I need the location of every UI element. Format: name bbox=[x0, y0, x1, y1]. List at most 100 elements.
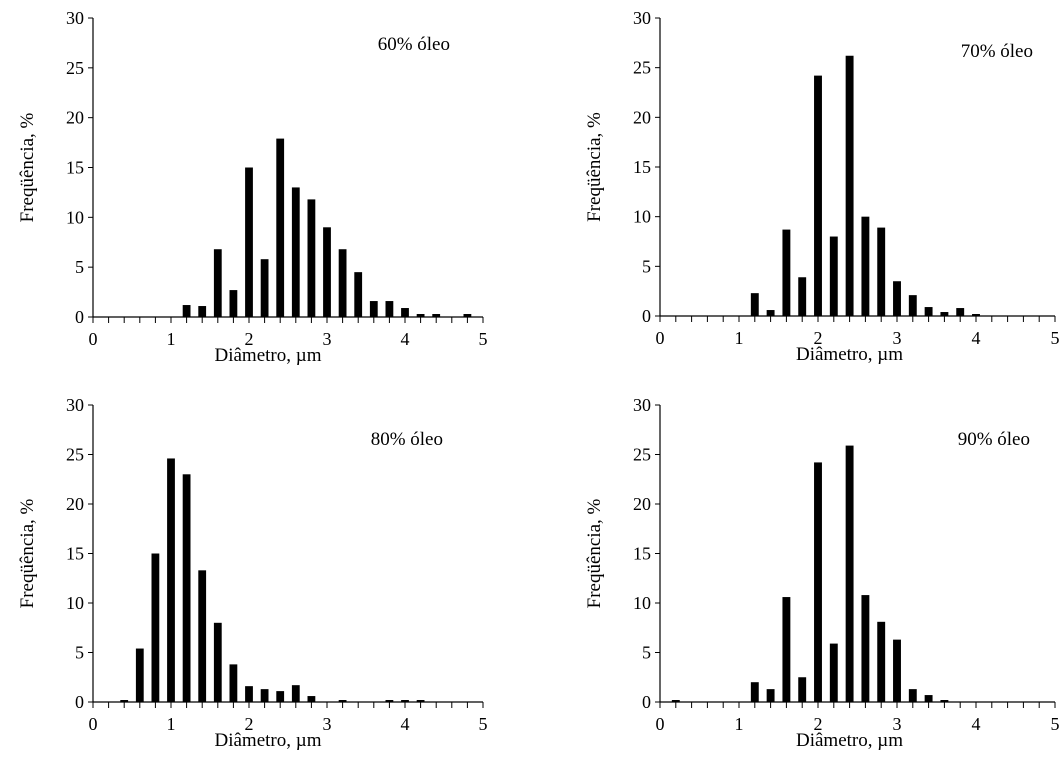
histogram-bar bbox=[276, 138, 285, 317]
y-tick-label: 20 bbox=[66, 108, 84, 128]
histogram-bar bbox=[766, 689, 775, 702]
y-tick-label: 30 bbox=[633, 8, 651, 28]
histogram-bar bbox=[416, 314, 425, 317]
histogram-bar bbox=[182, 305, 191, 317]
y-tick-label: 5 bbox=[75, 643, 84, 663]
y-tick-label: 5 bbox=[75, 257, 84, 277]
y-axis-title: Freqüência, % bbox=[17, 498, 38, 608]
histogram-bar bbox=[229, 664, 238, 702]
y-tick-label: 20 bbox=[633, 107, 651, 127]
x-axis-title: Diâmetro, µm bbox=[796, 344, 903, 365]
x-tick-label: 0 bbox=[89, 329, 98, 349]
y-tick-label: 30 bbox=[633, 395, 651, 415]
x-tick-label: 4 bbox=[401, 329, 410, 349]
y-tick-label: 15 bbox=[633, 544, 651, 564]
histogram-bar bbox=[908, 689, 917, 702]
histogram-bar bbox=[432, 314, 441, 317]
histogram-bar bbox=[845, 55, 854, 316]
histogram-bar bbox=[401, 700, 409, 702]
x-tick-label: 1 bbox=[735, 328, 744, 348]
histogram-bar bbox=[369, 301, 378, 317]
x-tick-label: 2 bbox=[814, 714, 823, 734]
x-tick-label: 1 bbox=[167, 714, 176, 734]
x-tick-label: 2 bbox=[814, 328, 823, 348]
panel-annotation: 60% óleo bbox=[378, 34, 450, 55]
panel-annotation: 90% óleo bbox=[958, 429, 1030, 450]
y-tick-label: 15 bbox=[66, 544, 84, 564]
x-tick-label: 2 bbox=[245, 329, 254, 349]
histogram-bar bbox=[893, 281, 901, 316]
x-tick-label: 3 bbox=[893, 328, 902, 348]
histogram-bar bbox=[307, 199, 316, 317]
y-tick-label: 0 bbox=[75, 692, 84, 712]
histogram-bar bbox=[182, 474, 191, 702]
histogram-bar bbox=[416, 700, 425, 702]
x-tick-label: 1 bbox=[735, 714, 744, 734]
histogram-bar bbox=[893, 639, 901, 702]
histogram-bar bbox=[260, 259, 269, 317]
y-tick-label: 25 bbox=[66, 445, 84, 465]
histogram-bar bbox=[940, 700, 949, 702]
y-tick-label: 30 bbox=[66, 8, 84, 28]
y-tick-label: 5 bbox=[642, 256, 651, 276]
x-tick-label: 3 bbox=[323, 329, 332, 349]
x-tick-label: 5 bbox=[479, 329, 488, 349]
histogram-bar bbox=[291, 187, 300, 317]
x-axis-title: Diâmetro, µm bbox=[215, 345, 322, 366]
y-tick-label: 0 bbox=[642, 306, 651, 326]
histogram-bar bbox=[798, 677, 807, 702]
histogram-bar bbox=[877, 621, 886, 702]
histogram-bar bbox=[940, 312, 949, 316]
x-tick-label: 3 bbox=[323, 714, 332, 734]
y-tick-label: 20 bbox=[633, 494, 651, 514]
chart-panel-2: 0 5 10 15 20 25 30 0 1 2 3 4 5 Diâmetro, µm Freqüência… bbox=[584, 8, 1060, 365]
y-tick-label: 15 bbox=[66, 158, 84, 178]
y-tick-label: 25 bbox=[633, 445, 651, 465]
histogram-bar bbox=[291, 685, 300, 702]
histogram-bar bbox=[956, 308, 965, 316]
histogram-bar bbox=[198, 570, 207, 702]
histogram-bar bbox=[213, 249, 222, 317]
x-tick-label: 4 bbox=[972, 714, 981, 734]
histogram-bar bbox=[276, 691, 285, 702]
x-tick-label: 5 bbox=[1051, 714, 1060, 734]
histogram-bar bbox=[814, 462, 822, 702]
histogram-bar bbox=[924, 307, 933, 316]
histogram-bar bbox=[671, 700, 680, 702]
x-tick-label: 1 bbox=[167, 329, 176, 349]
histogram-bar bbox=[198, 306, 207, 317]
histogram-bar bbox=[463, 314, 472, 317]
y-axis-title: Freqüência, % bbox=[584, 112, 605, 222]
y-tick-label: 10 bbox=[66, 207, 84, 227]
chart-panel-4: 0 5 10 15 20 25 30 0 1 2 3 4 5 Diâmetro, µm Freqüência… bbox=[584, 395, 1060, 751]
histogram-bar bbox=[924, 695, 933, 702]
histogram-bar bbox=[401, 308, 409, 317]
x-tick-label: 4 bbox=[972, 328, 981, 348]
x-axis-title: Diâmetro, µm bbox=[215, 730, 322, 751]
x-tick-label: 4 bbox=[401, 714, 410, 734]
histogram-bar bbox=[338, 700, 347, 702]
histogram-bar bbox=[307, 696, 316, 702]
y-tick-label: 30 bbox=[66, 395, 84, 415]
y-axis-title: Freqüência, % bbox=[584, 498, 605, 608]
histogram-bar bbox=[908, 295, 917, 316]
panel-annotation: 80% óleo bbox=[371, 429, 443, 450]
x-tick-label: 0 bbox=[656, 714, 665, 734]
histogram-bar bbox=[782, 229, 791, 316]
histogram-bar bbox=[798, 277, 807, 316]
histogram-bar bbox=[245, 167, 253, 317]
x-tick-label: 5 bbox=[479, 714, 488, 734]
y-tick-label: 15 bbox=[633, 157, 651, 177]
histogram-bar bbox=[766, 310, 775, 316]
x-tick-label: 5 bbox=[1051, 328, 1060, 348]
chart-panel-3: 0 5 10 15 20 25 30 0 1 2 3 4 5 Diâmetro, µm Freqüência… bbox=[17, 395, 488, 751]
histogram-bar bbox=[861, 216, 870, 316]
histogram-bar bbox=[323, 227, 331, 317]
histogram-bar bbox=[750, 682, 759, 702]
histogram-bar bbox=[151, 553, 160, 702]
histogram-bar bbox=[354, 272, 363, 317]
histogram-bar bbox=[120, 700, 129, 702]
x-tick-label: 0 bbox=[656, 328, 665, 348]
x-tick-label: 3 bbox=[893, 714, 902, 734]
